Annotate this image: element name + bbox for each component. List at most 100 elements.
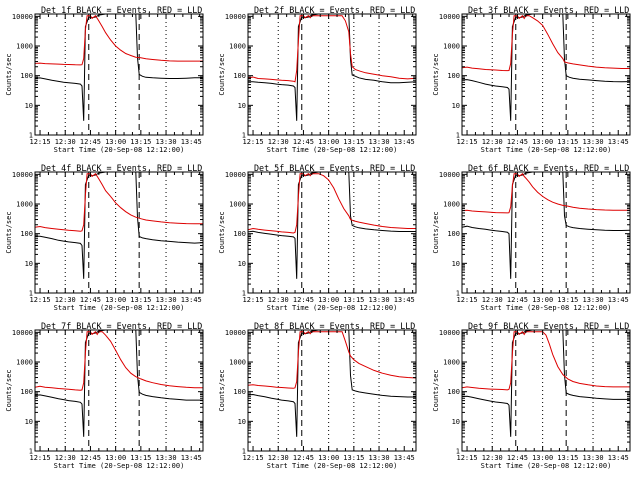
- y-tick-label: 100: [20, 230, 33, 238]
- x-axis-label: Start Time (20-Sep-08 12:12:00): [54, 462, 185, 470]
- x-tick-label: 12:15: [30, 454, 51, 462]
- plot-frame: [461, 13, 631, 136]
- x-tick-label: 12:15: [457, 454, 478, 462]
- chart-3: 1 10 100 1000 10000 12:15 12:30 12:45 13:00 13:15…: [5, 163, 204, 312]
- events-series: [248, 330, 416, 437]
- x-tick-label: 13:30: [156, 138, 177, 146]
- x-tick-label: 13:15: [557, 296, 578, 304]
- x-tick-label: 12:15: [243, 296, 264, 304]
- y-tick-label: 100: [20, 388, 33, 396]
- x-tick-label: 12:30: [482, 138, 503, 146]
- x-tick-label: 13:30: [369, 296, 390, 304]
- chart-0: 1 10 100 1000 10000 12:15 12:30 12:45 13:00 13:15…: [5, 5, 204, 154]
- plot-frame: [461, 171, 631, 294]
- y-tick-label: 10000: [225, 13, 246, 21]
- x-tick-label: 13:00: [105, 138, 126, 146]
- x-tick-label: 12:30: [268, 454, 289, 462]
- y-axis-label: Counts/sec: [432, 211, 440, 253]
- x-tick-label: 13:00: [532, 454, 553, 462]
- x-tick-label: 12:45: [80, 454, 101, 462]
- y-tick-label: 1: [242, 132, 246, 140]
- lld-series: [35, 14, 203, 66]
- plot-frame: [247, 13, 417, 136]
- chart-title: Det 6f BLACK = Events, RED = LLD: [468, 163, 629, 173]
- y-tick-label: 1000: [443, 359, 460, 367]
- plot-frame: [34, 13, 204, 136]
- x-tick-label: 12:30: [268, 296, 289, 304]
- y-tick-label: 10000: [225, 329, 246, 337]
- x-tick-label: 13:15: [343, 138, 364, 146]
- x-tick-label: 13:15: [130, 138, 151, 146]
- x-tick-label: 12:45: [293, 138, 314, 146]
- events-series: [462, 14, 630, 121]
- y-tick-label: 100: [233, 72, 246, 80]
- x-tick-label: 12:15: [457, 138, 478, 146]
- x-tick-label: 13:45: [608, 138, 629, 146]
- lld-series: [462, 14, 630, 72]
- y-tick-label: 1: [456, 132, 460, 140]
- y-tick-label: 1: [29, 290, 33, 298]
- x-axis-label: Start Time (20-Sep-08 12:12:00): [267, 304, 398, 312]
- y-tick-label: 10: [25, 102, 33, 110]
- events-series: [248, 14, 416, 121]
- x-tick-label: 12:30: [482, 454, 503, 462]
- lld-series: [35, 172, 203, 232]
- x-tick-label: 13:30: [583, 138, 604, 146]
- events-series: [35, 172, 203, 279]
- lld-series: [248, 15, 416, 83]
- chart-8: 1 10 100 1000 10000 12:15 12:30 12:45 13:00 13:15…: [432, 321, 631, 470]
- events-series: [248, 172, 416, 279]
- y-axis-label: Counts/sec: [432, 53, 440, 95]
- y-tick-label: 1: [456, 290, 460, 298]
- lld-series: [248, 331, 416, 389]
- events-series: [462, 330, 630, 437]
- x-tick-label: 13:45: [394, 138, 415, 146]
- y-tick-label: 10000: [439, 171, 460, 179]
- y-axis-label: Counts/sec: [218, 53, 226, 95]
- y-tick-label: 100: [233, 388, 246, 396]
- x-tick-label: 13:30: [583, 454, 604, 462]
- y-tick-label: 1: [456, 448, 460, 456]
- x-tick-label: 12:15: [30, 296, 51, 304]
- chart-title: Det 7f BLACK = Events, RED = LLD: [41, 321, 202, 331]
- lld-series: [462, 172, 630, 214]
- x-tick-label: 13:30: [369, 138, 390, 146]
- x-tick-label: 13:45: [608, 454, 629, 462]
- x-tick-label: 12:15: [457, 296, 478, 304]
- x-tick-label: 12:30: [55, 296, 76, 304]
- x-axis-label: Start Time (20-Sep-08 12:12:00): [481, 462, 612, 470]
- plot-frame: [461, 329, 631, 452]
- y-tick-label: 1000: [443, 43, 460, 51]
- y-tick-label: 10000: [439, 329, 460, 337]
- x-tick-label: 13:00: [318, 138, 339, 146]
- y-tick-label: 1: [29, 448, 33, 456]
- y-tick-label: 10000: [439, 13, 460, 21]
- y-tick-label: 10: [25, 418, 33, 426]
- x-tick-label: 12:45: [507, 454, 528, 462]
- y-tick-label: 100: [447, 230, 460, 238]
- x-tick-label: 12:30: [482, 296, 503, 304]
- y-tick-label: 1000: [443, 201, 460, 209]
- x-axis-label: Start Time (20-Sep-08 12:12:00): [481, 146, 612, 154]
- x-tick-label: 13:45: [608, 296, 629, 304]
- x-tick-label: 12:45: [80, 138, 101, 146]
- x-tick-label: 13:00: [318, 296, 339, 304]
- x-tick-label: 13:00: [318, 454, 339, 462]
- chart-2: 1 10 100 1000 10000 12:15 12:30 12:45 13:00 13:15…: [432, 5, 631, 154]
- x-tick-label: 13:15: [130, 296, 151, 304]
- chart-title: Det 2f BLACK = Events, RED = LLD: [254, 5, 415, 15]
- chart-1: 1 10 100 1000 10000 12:15 12:30 12:45 13:00 13:15…: [218, 5, 417, 154]
- chart-title: Det 5f BLACK = Events, RED = LLD: [254, 163, 415, 173]
- y-axis-label: Counts/sec: [5, 211, 13, 253]
- y-axis-label: Counts/sec: [5, 369, 13, 411]
- x-tick-label: 13:00: [532, 138, 553, 146]
- y-tick-label: 100: [233, 230, 246, 238]
- y-tick-label: 10: [238, 260, 246, 268]
- plot-frame: [247, 171, 417, 294]
- x-axis-label: Start Time (20-Sep-08 12:12:00): [481, 304, 612, 312]
- x-tick-label: 13:15: [557, 138, 578, 146]
- y-axis-label: Counts/sec: [218, 211, 226, 253]
- y-tick-label: 1000: [16, 43, 33, 51]
- x-tick-label: 12:30: [55, 454, 76, 462]
